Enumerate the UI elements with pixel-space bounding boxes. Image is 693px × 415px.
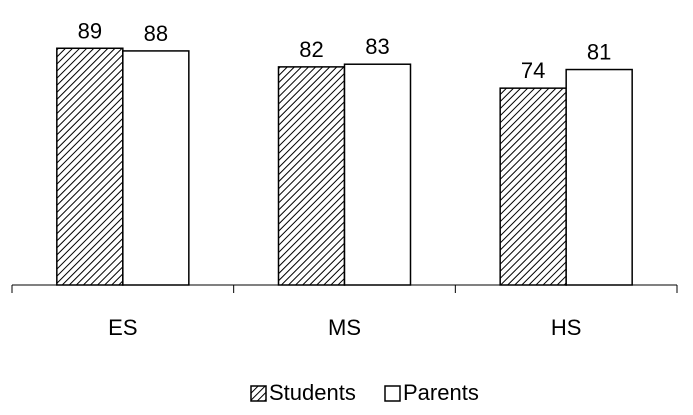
data-label: 74 (521, 58, 545, 83)
x-tick-label: ES (108, 315, 137, 340)
data-label: 83 (365, 34, 389, 59)
x-tick-label: MS (328, 315, 361, 340)
x-tick-label: HS (551, 315, 582, 340)
legend-label-parents: Parents (403, 380, 479, 405)
data-label: 82 (299, 37, 323, 62)
bars-layer: 89 88 82 83 74 81 (56, 18, 633, 286)
bar-students-hs (499, 87, 567, 286)
legend-swatch-parents (384, 385, 401, 402)
bar-students-es (56, 47, 124, 286)
bar-parents-es (122, 50, 190, 286)
data-label: 81 (587, 40, 611, 65)
bar-parents-hs (565, 68, 633, 286)
bar-parents-ms (343, 63, 412, 286)
legend-swatch-students (250, 385, 267, 402)
data-label: 89 (78, 18, 102, 43)
x-axis: ES MS HS (11, 284, 678, 340)
bar-students-ms (277, 66, 346, 286)
data-label: 88 (144, 21, 168, 46)
legend-label-students: Students (269, 380, 356, 405)
legend: Students Parents (250, 380, 479, 405)
